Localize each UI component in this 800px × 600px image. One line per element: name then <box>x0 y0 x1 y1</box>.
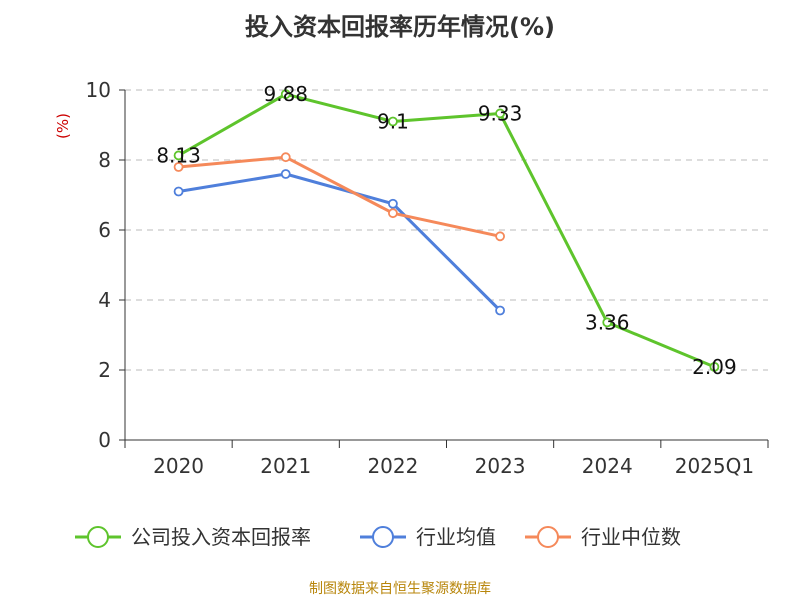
data-point <box>495 305 505 316</box>
data-label: 9.33 <box>478 101 523 125</box>
chart-title: 投入资本回报率历年情况(%) <box>245 13 555 41</box>
data-label: 3.36 <box>585 310 630 334</box>
x-tick-label: 2021 <box>260 454 311 478</box>
data-point <box>388 116 398 127</box>
series-line <box>177 92 715 369</box>
legend-label: 行业均值 <box>416 525 496 549</box>
y-tick-label: 4 <box>98 288 111 312</box>
data-point <box>388 198 398 209</box>
data-point <box>280 89 291 100</box>
legend-label: 行业中位数 <box>581 525 681 549</box>
data-point <box>602 317 613 328</box>
y-tick-label: 2 <box>98 358 111 382</box>
data-point <box>709 361 720 372</box>
legend-item[interactable]: 公司投入资本回报率 <box>75 525 311 549</box>
series-line <box>178 172 502 312</box>
data-point <box>280 152 291 163</box>
data-label: 9.88 <box>263 82 308 106</box>
y-tick-label: 10 <box>86 78 111 102</box>
legend-swatch-marker <box>87 526 109 548</box>
series-layer: 8.13 9.88 9.1 9.33 3.36 2.09 <box>156 82 736 379</box>
x-tick-label: 2024 <box>582 454 633 478</box>
data-point <box>173 186 184 197</box>
data-point <box>495 231 505 242</box>
data-point <box>280 169 291 179</box>
data-label: 9.1 <box>377 110 409 134</box>
axes: 0 2 4 6 8 10 2020 2021 2022 2023 2024 2025Q1 <box>86 78 769 478</box>
y-tick-label: 6 <box>98 218 111 242</box>
data-point <box>173 162 184 172</box>
y-tick-label: 0 <box>98 428 111 452</box>
series-2 <box>173 152 505 242</box>
legend-swatch-marker <box>372 526 394 548</box>
x-tick-label: 2020 <box>153 454 204 478</box>
data-point <box>173 150 184 161</box>
series-0 <box>173 89 720 372</box>
series-1 <box>173 169 505 316</box>
legend-label: 公司投入资本回报率 <box>131 525 311 549</box>
x-tick-label: 2022 <box>367 454 418 478</box>
x-tick-label: 2025Q1 <box>675 454 754 478</box>
y-axis-unit: (%) <box>54 113 72 139</box>
x-tick-label: 2023 <box>475 454 526 478</box>
data-label: 2.09 <box>692 355 737 379</box>
legend-swatch-marker <box>537 526 559 548</box>
data-point <box>495 108 505 119</box>
legend-item[interactable]: 行业均值 <box>360 525 496 549</box>
data-label: 8.13 <box>156 143 201 167</box>
legend: 公司投入资本回报率 行业均值 行业中位数 <box>75 525 681 549</box>
legend-item[interactable]: 行业中位数 <box>525 525 681 549</box>
y-tick-label: 8 <box>98 148 111 172</box>
source-note: 制图数据来自恒生聚源数据库 <box>309 581 491 597</box>
data-point <box>388 208 398 219</box>
series-line <box>178 155 501 238</box>
grid-lines <box>125 89 768 371</box>
